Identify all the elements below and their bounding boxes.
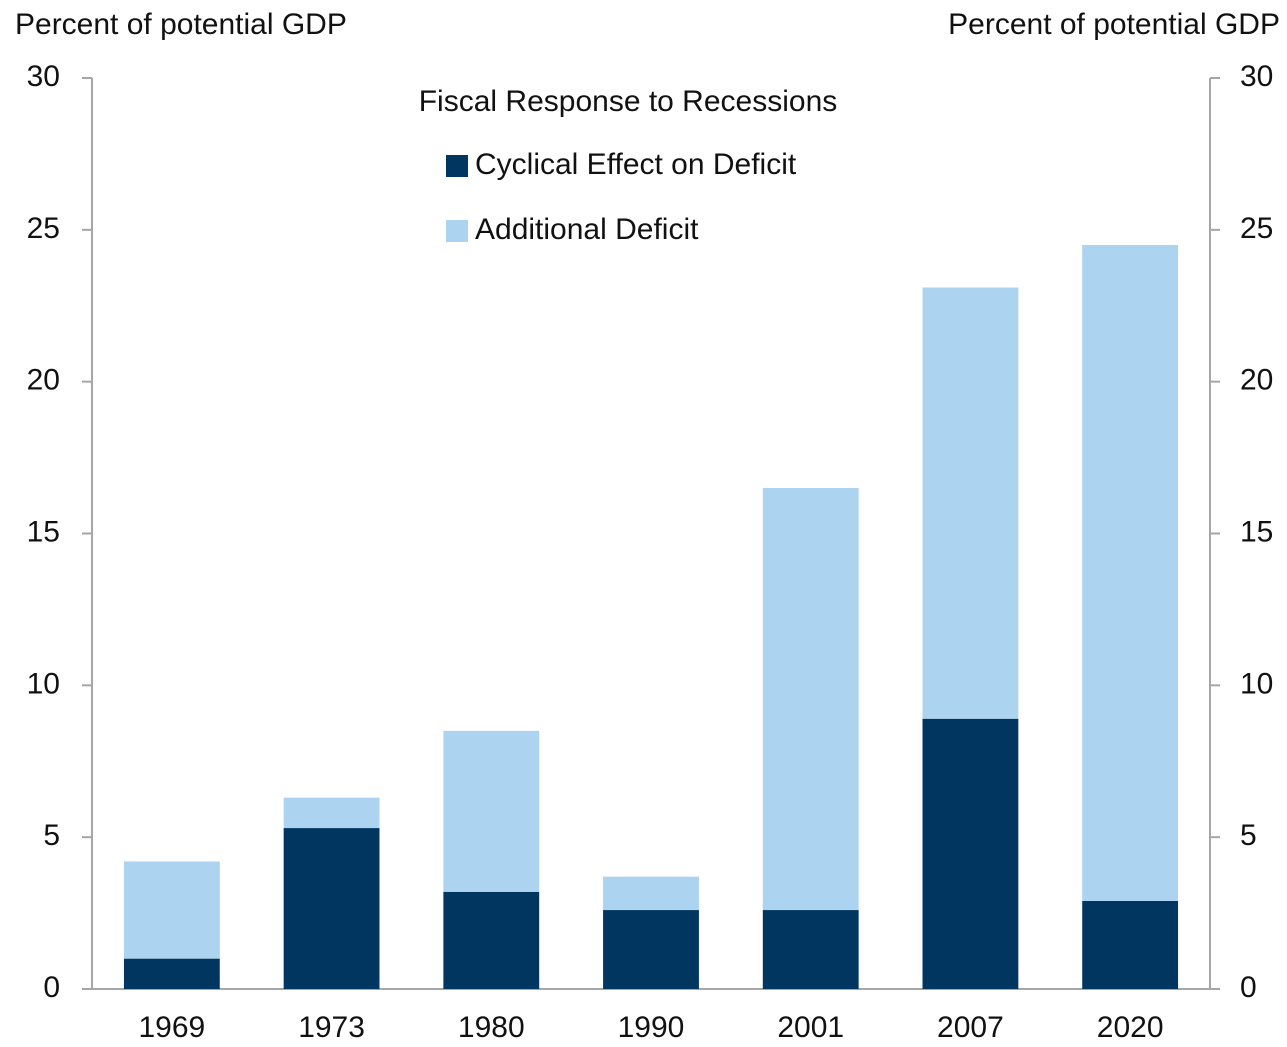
y-tick-label: 30 [27,60,60,93]
y2-tick-label: 0 [1240,971,1257,1004]
y2-tick-label: 25 [1240,212,1273,245]
y-axis-label: Percent of potential GDP [15,8,347,41]
y-tick-label: 10 [27,667,60,700]
y-tick-label: 25 [27,212,60,245]
x-tick-label: 2007 [937,1011,1004,1044]
y-tick-label: 20 [27,364,60,397]
bar-segment [922,287,1019,719]
bar-segment [443,730,540,892]
bar-segment [443,891,540,989]
y2-axis-label: Percent of potential GDP [948,8,1280,41]
bar-segment [283,797,380,829]
chart-title: Fiscal Response to Recessions [419,85,838,118]
x-tick-label: 2001 [777,1011,844,1044]
x-tick-label: 2020 [1097,1011,1164,1044]
y2-tick-label: 5 [1240,819,1257,852]
bar-segment [922,718,1019,989]
y2-tick-label: 15 [1240,515,1273,548]
bar-segment [762,487,859,911]
x-tick-label: 1990 [618,1011,685,1044]
y2-tick-label: 20 [1240,364,1273,397]
bar-segment [762,910,859,989]
bar-segment [603,876,699,911]
legend-label: Cyclical Effect on Deficit [475,148,797,181]
x-tick-label: 1980 [458,1011,525,1044]
bar-segment [1082,245,1179,901]
bar-segment [283,828,380,989]
legend-swatch [446,220,468,242]
x-tick-label: 1969 [138,1011,205,1044]
y-tick-label: 5 [43,819,60,852]
y2-tick-label: 10 [1240,667,1273,700]
y-tick-label: 0 [43,971,60,1004]
legend-swatch [446,155,468,177]
bar-segment [123,958,220,989]
bar-segment [603,910,699,989]
x-tick-label: 1973 [298,1011,365,1044]
y-tick-label: 15 [27,515,60,548]
bar-segment [1082,900,1179,989]
bar-segment [123,861,220,959]
y2-tick-label: 30 [1240,60,1273,93]
legend-label: Additional Deficit [475,213,699,246]
